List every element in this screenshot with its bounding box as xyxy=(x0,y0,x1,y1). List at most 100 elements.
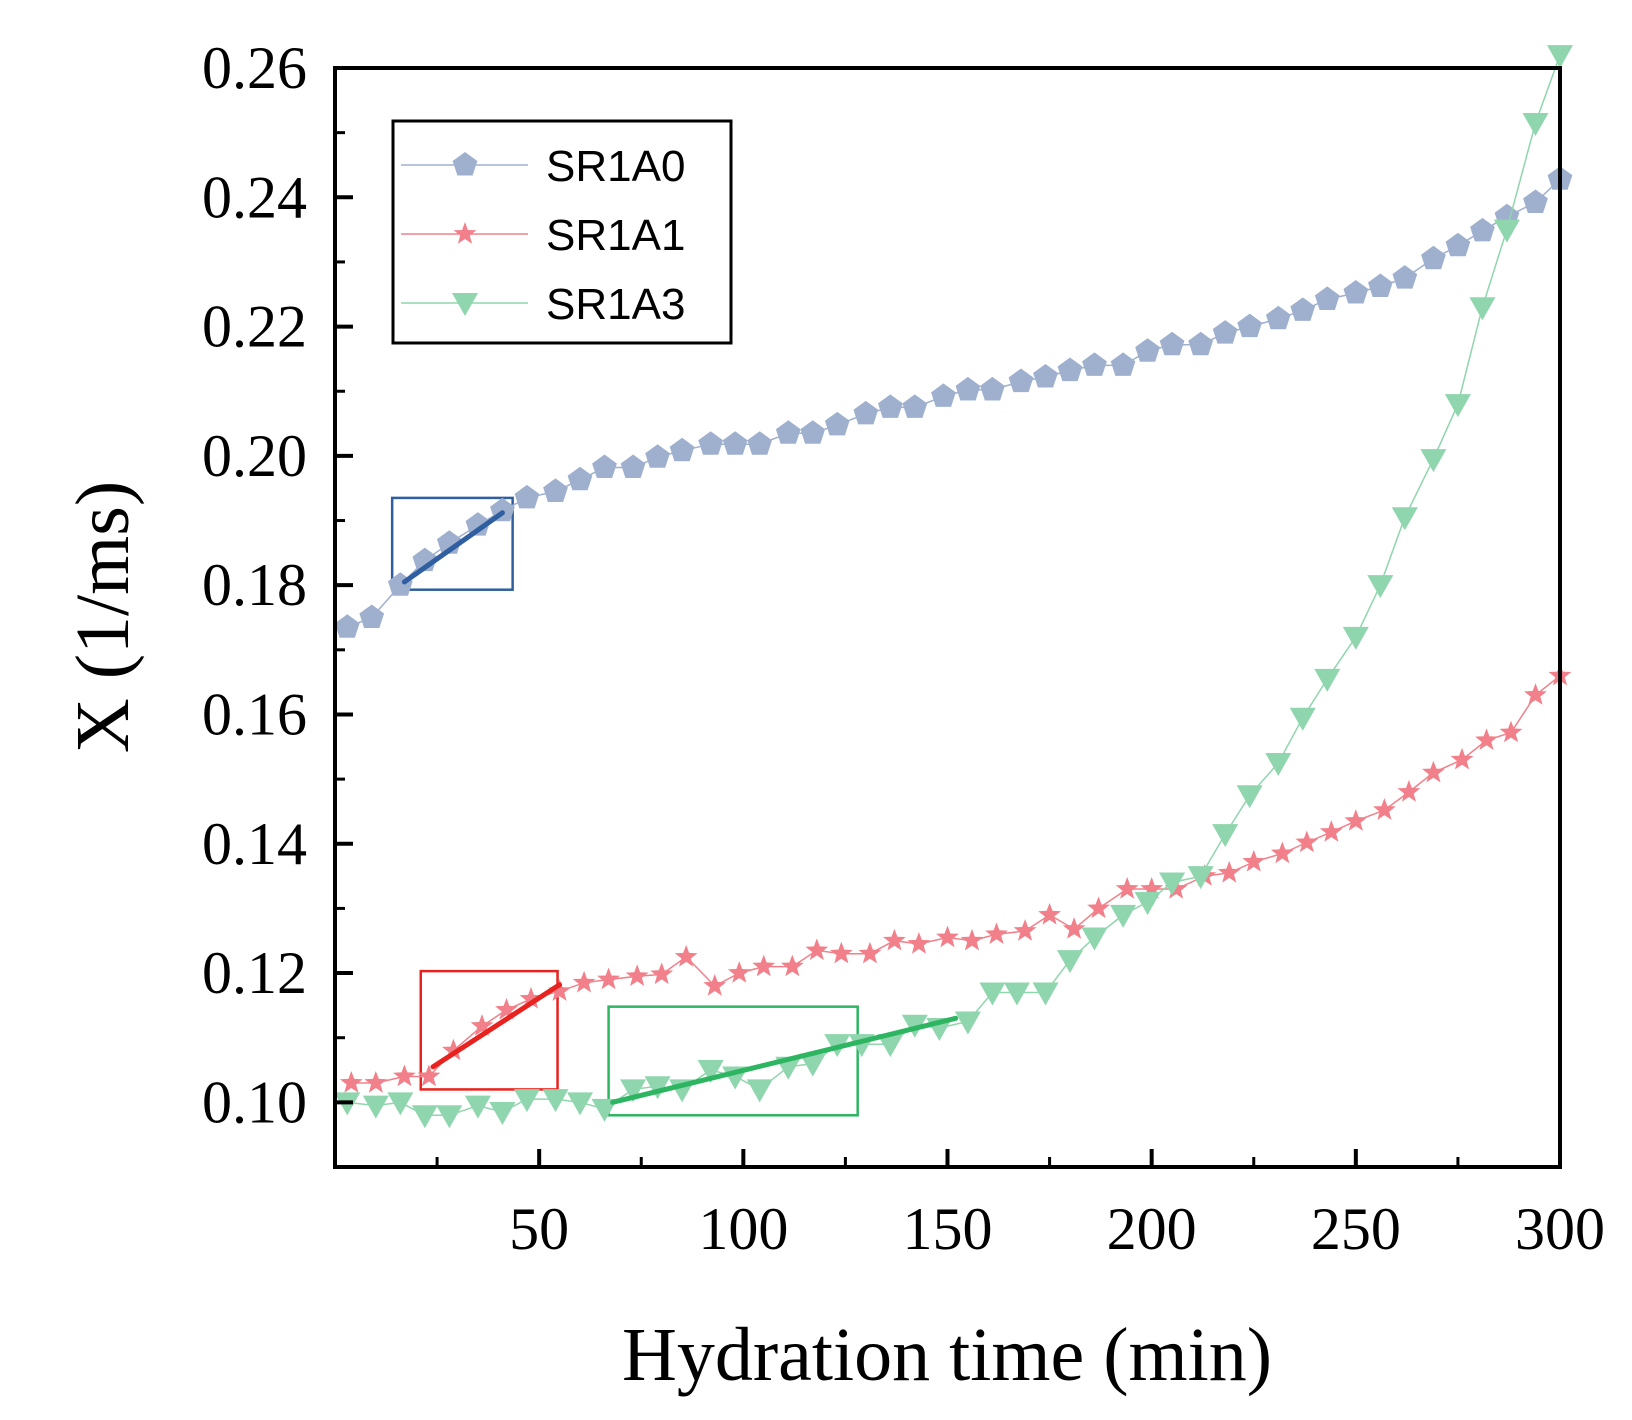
data-point-sr1a1 xyxy=(883,928,906,951)
data-point-sr1a3 xyxy=(411,1105,438,1129)
data-point-sr1a3 xyxy=(1391,507,1418,531)
data-point-sr1a1 xyxy=(1013,919,1037,941)
data-point-sr1a3 xyxy=(1003,982,1030,1006)
data-point-sr1a1 xyxy=(1475,728,1498,750)
data-point-sr1a0 xyxy=(1033,364,1058,388)
data-point-sr1a1 xyxy=(1373,798,1396,820)
data-point-sr1a3 xyxy=(746,1079,773,1103)
data-point-sr1a1 xyxy=(597,967,620,990)
data-point-sr1a0 xyxy=(722,431,748,455)
data-point-sr1a1 xyxy=(1319,820,1343,842)
series-layer xyxy=(334,45,1573,1129)
x-tick-label: 100 xyxy=(698,1196,788,1262)
fit-line-sr1a1 xyxy=(430,982,563,1070)
data-point-sr1a0 xyxy=(1421,245,1446,270)
y-tick-label: 0.18 xyxy=(202,552,307,618)
y-tick-label: 0.10 xyxy=(202,1069,307,1135)
fit-lines xyxy=(401,510,959,1105)
data-point-sr1a3 xyxy=(1265,752,1292,776)
data-point-sr1a1 xyxy=(829,941,853,964)
data-point-sr1a0 xyxy=(1343,280,1369,304)
data-point-sr1a1 xyxy=(393,1064,416,1087)
highlight-box-sr1a0 xyxy=(390,496,514,591)
fit-line-sr1a0 xyxy=(401,510,505,585)
data-point-sr1a0 xyxy=(592,454,617,478)
data-point-sr1a3 xyxy=(1522,112,1549,136)
legend-marker-sr1a3 xyxy=(452,293,478,316)
data-point-sr1a1 xyxy=(548,979,571,1001)
data-point-sr1a1 xyxy=(985,922,1008,944)
data-point-sr1a0 xyxy=(902,394,928,418)
data-point-sr1a1 xyxy=(936,925,959,948)
data-point-sr1a1 xyxy=(339,1071,363,1093)
data-point-sr1a3 xyxy=(1342,626,1369,650)
legend-label-sr1a1: SR1A1 xyxy=(546,211,685,260)
data-point-sr1a3 xyxy=(1057,950,1083,974)
data-point-sr1a0 xyxy=(1110,352,1136,376)
data-point-sr1a3 xyxy=(1212,824,1239,848)
series-sr1a1 xyxy=(339,663,1572,1093)
data-point-sr1a1 xyxy=(1295,830,1319,853)
data-point-sr1a1 xyxy=(1499,720,1523,743)
data-point-sr1a3 xyxy=(644,1076,671,1100)
data-point-sr1a0 xyxy=(620,454,646,478)
data-point-sr1a0 xyxy=(645,444,670,468)
data-point-sr1a1 xyxy=(364,1071,388,1093)
data-point-sr1a0 xyxy=(853,400,879,425)
data-point-sr1a0 xyxy=(1188,331,1213,356)
legend-marker-sr1a1 xyxy=(453,222,477,244)
data-point-sr1a0 xyxy=(1008,368,1034,393)
data-point-sr1a3 xyxy=(489,1102,516,1126)
data-point-sr1a0 xyxy=(1212,320,1238,344)
data-point-sr1a3 xyxy=(1444,394,1471,418)
data-point-sr1a3 xyxy=(1314,668,1341,692)
data-point-sr1a1 xyxy=(858,941,882,964)
data-point-sr1a0 xyxy=(747,431,772,455)
data-point-sr1a0 xyxy=(465,512,491,536)
data-point-sr1a1 xyxy=(1217,860,1241,883)
data-point-sr1a3 xyxy=(877,1034,904,1058)
series-line-sr1a1 xyxy=(351,675,1561,1084)
data-point-sr1a3 xyxy=(362,1095,389,1119)
data-point-sr1a1 xyxy=(1242,849,1266,872)
data-point-sr1a3 xyxy=(1236,785,1263,809)
data-point-sr1a0 xyxy=(980,376,1005,401)
data-point-sr1a0 xyxy=(1445,232,1471,257)
data-point-sr1a1 xyxy=(442,1038,465,1061)
data-point-sr1a3 xyxy=(1420,449,1447,473)
data-point-sr1a1 xyxy=(625,964,649,986)
data-point-sr1a0 xyxy=(1057,357,1083,382)
data-point-sr1a3 xyxy=(1159,872,1186,896)
data-point-sr1a0 xyxy=(543,478,568,502)
y-axis-title: X (1/ms) xyxy=(61,481,145,753)
data-point-sr1a1 xyxy=(1087,896,1110,919)
legend-label-sr1a3: SR1A3 xyxy=(546,280,685,329)
data-point-sr1a1 xyxy=(417,1064,441,1087)
data-point-sr1a3 xyxy=(436,1105,463,1129)
data-point-sr1a0 xyxy=(698,431,723,455)
axes: 50 100 150 200 250 300 0.10 0.12 0.14 0.16 0.18 0.2… xyxy=(202,35,1605,1262)
data-point-sr1a1 xyxy=(752,954,776,977)
data-point-sr1a0 xyxy=(955,376,981,401)
data-point-sr1a3 xyxy=(1187,866,1214,890)
legend-box xyxy=(391,119,733,345)
data-point-sr1a0 xyxy=(1470,217,1495,242)
data-point-sr1a1 xyxy=(1524,683,1547,705)
data-point-sr1a0 xyxy=(1082,352,1107,376)
data-point-sr1a3 xyxy=(1289,707,1316,731)
y-tick-label: 0.22 xyxy=(202,294,307,360)
data-point-sr1a0 xyxy=(514,484,540,509)
x-tick-label: 250 xyxy=(1311,1196,1401,1262)
data-point-sr1a3 xyxy=(513,1089,540,1113)
data-point-sr1a0 xyxy=(824,411,850,436)
y-tick-label: 0.16 xyxy=(202,681,307,747)
data-point-sr1a1 xyxy=(1344,809,1368,831)
data-point-sr1a0 xyxy=(1314,286,1340,310)
data-point-sr1a3 xyxy=(620,1079,647,1103)
x-tick-label: 300 xyxy=(1515,1196,1605,1262)
highlight-box-sr1a3 xyxy=(607,1005,859,1117)
data-point-sr1a1 xyxy=(572,970,596,993)
data-point-sr1a3 xyxy=(799,1053,826,1077)
data-point-sr1a0 xyxy=(1290,297,1316,321)
data-point-sr1a1 xyxy=(1270,841,1294,864)
